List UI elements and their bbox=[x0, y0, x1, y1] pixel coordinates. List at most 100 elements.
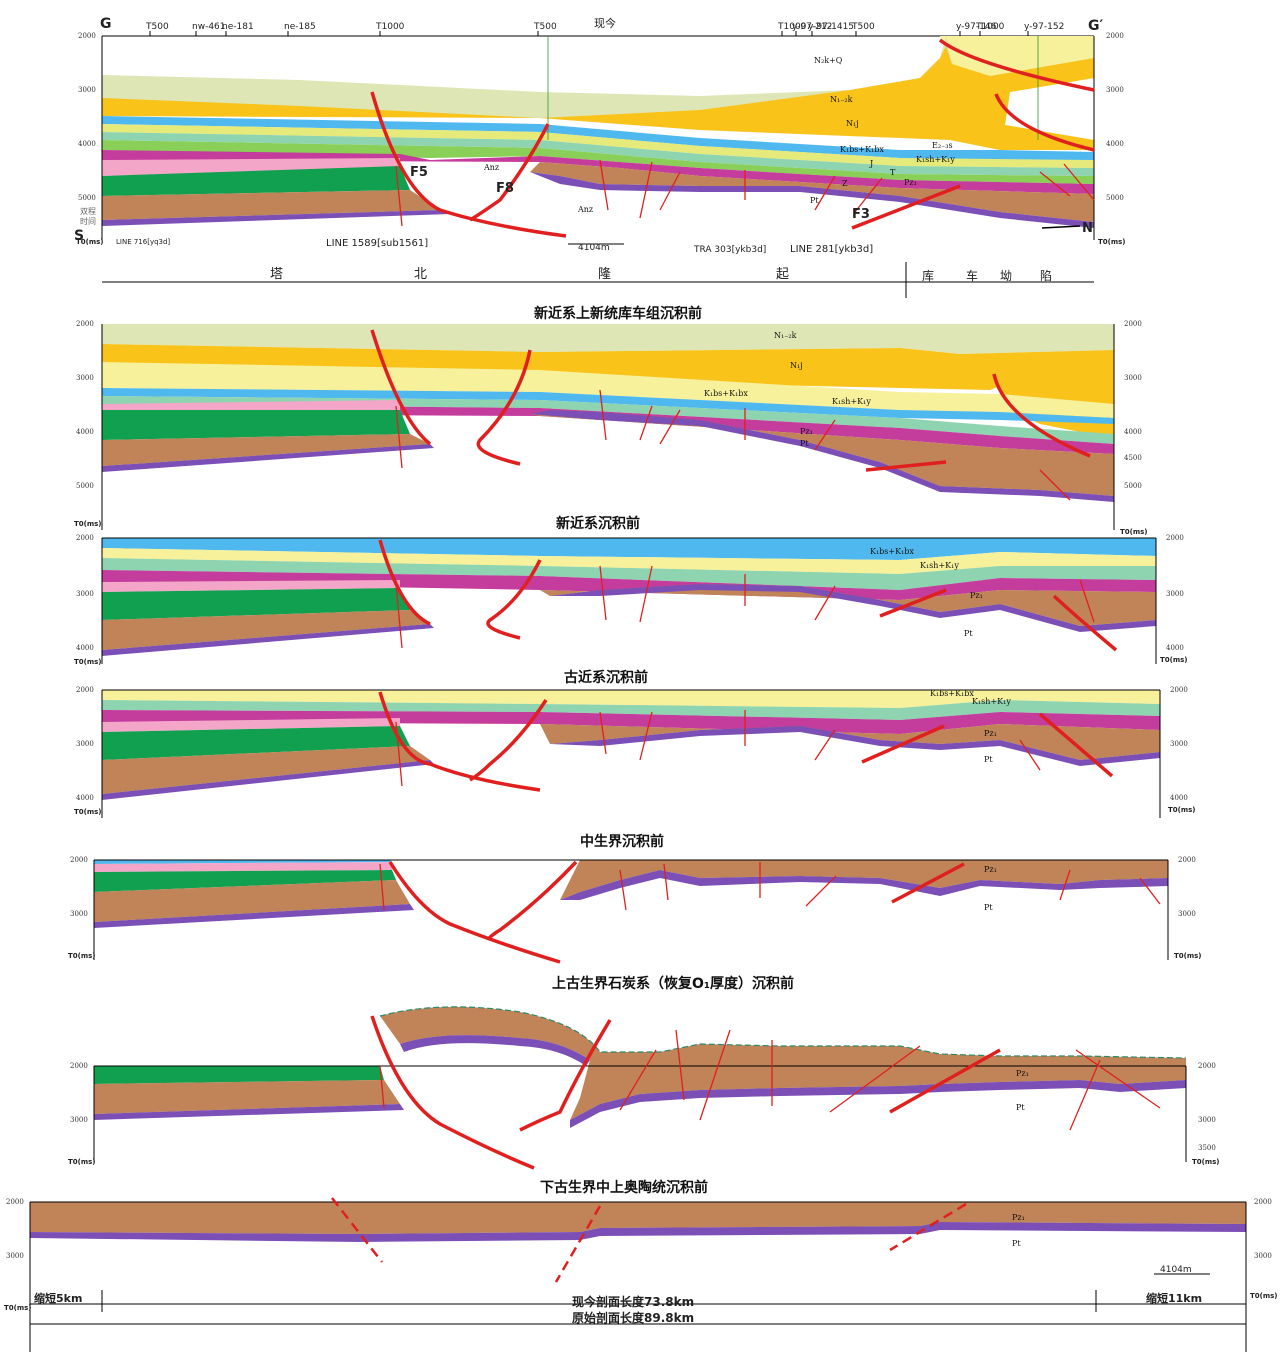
y-tick-label: 3000 bbox=[76, 590, 94, 598]
t0-right: T0(ms) bbox=[1160, 656, 1188, 664]
region-ku: 库 bbox=[922, 268, 934, 283]
strat-anz: Anz bbox=[483, 163, 499, 172]
region-ao: 坳 bbox=[1000, 269, 1012, 283]
y-tick-label: 2000 bbox=[1166, 534, 1184, 542]
strat-pz1: Pz₁ bbox=[904, 178, 917, 187]
minor-faults bbox=[395, 565, 1095, 649]
y-tick-label: 2000 bbox=[1254, 1198, 1272, 1206]
t0-left: T0(ms) bbox=[76, 238, 104, 246]
region-bei: 北 bbox=[414, 267, 427, 282]
section-title: 新近系沉积前 bbox=[556, 515, 640, 532]
y-tick-label: 3000 bbox=[70, 1116, 88, 1124]
line-tra303: TRA 303[ykb3d] bbox=[693, 245, 766, 255]
top-tick-label: T500 bbox=[851, 22, 875, 32]
layer-purple-right bbox=[550, 584, 1156, 632]
strat-k1bs: K₁bs+K₁bx bbox=[840, 145, 884, 154]
fault-f8 bbox=[486, 559, 542, 640]
top-tick-label: T500 bbox=[533, 22, 557, 32]
layer-green bbox=[102, 410, 410, 440]
layer-purple-right bbox=[550, 726, 1160, 766]
strat-z: Z bbox=[842, 179, 848, 188]
section-title: 下古生界中上奥陶统沉积前 bbox=[540, 1179, 708, 1196]
layer-t bbox=[102, 570, 1156, 600]
layer-purple bbox=[30, 1222, 1246, 1242]
layer-k1bs bbox=[102, 690, 1160, 708]
layer-e bbox=[102, 388, 1114, 424]
y-tick-label: 3000 bbox=[1124, 374, 1142, 382]
y-tick-label: 3000 bbox=[1170, 740, 1188, 748]
scale-4104: 4104m bbox=[578, 243, 610, 253]
y-tick-labels: 2000 3000 4000 5000 2000 3000 4000 5000 2000 3000… bbox=[6, 32, 1272, 1260]
fault-f3 bbox=[851, 184, 961, 230]
strat-pz1: Pz₁ bbox=[970, 591, 983, 600]
top-tick-label: T1000 bbox=[975, 22, 1005, 32]
line-281: LINE 281[ykb3d] bbox=[790, 244, 873, 255]
strat-k1bs: K₁bs+K₁bx bbox=[870, 547, 914, 556]
region-xian: 陷 bbox=[1040, 268, 1052, 283]
t0-right: T0(ms) bbox=[1250, 1292, 1278, 1300]
top-tick-label: y-97-212 bbox=[792, 22, 832, 32]
top-tick-label: y-97-152 bbox=[1024, 22, 1064, 32]
region-long: 隆 bbox=[598, 267, 611, 282]
fault-f8-dashed bbox=[554, 1205, 602, 1283]
top-tick-label: ne-181 bbox=[222, 22, 254, 32]
y-tick-label: 4000 bbox=[1106, 140, 1124, 148]
strat-pt: Pt bbox=[964, 629, 973, 638]
strat-k1sh: K₁sh+K₁y bbox=[972, 697, 1011, 706]
fault-kuche bbox=[1038, 712, 1114, 778]
fault-f8 bbox=[469, 699, 548, 782]
y-tick-label: 4000 bbox=[1170, 794, 1188, 802]
y-tick-label: 5000 bbox=[78, 194, 96, 202]
y-tick-label: 2000 bbox=[78, 32, 96, 40]
strat-n1j: N₁j bbox=[790, 361, 803, 370]
y-tick-label: 2000 bbox=[70, 1062, 88, 1070]
strat-k1bs: K₁bs+K₁bx bbox=[704, 389, 748, 398]
y-tick-label: 5000 bbox=[76, 482, 94, 490]
fault-f5 bbox=[370, 329, 432, 446]
strat-pt: Pt bbox=[984, 903, 993, 912]
label-now: 现今 bbox=[594, 16, 616, 30]
t0-right: T0(ms) bbox=[1120, 528, 1148, 536]
fault-f3 bbox=[861, 724, 945, 764]
fault-top bbox=[938, 38, 1095, 92]
y-tick-label: 3000 bbox=[76, 740, 94, 748]
fault-f5 bbox=[378, 691, 541, 792]
fault-f5 bbox=[378, 539, 431, 626]
t0-left: T0(ms) bbox=[74, 808, 102, 816]
label-f8: F8 bbox=[496, 181, 514, 196]
top-tick-label: T1000 bbox=[375, 22, 405, 32]
layer-green bbox=[102, 166, 410, 196]
short-right: 缩短11km bbox=[1146, 1291, 1202, 1305]
section-title: 新近系上新统库车组沉积前 bbox=[534, 305, 702, 322]
section-kuche-pre: 新近系上新统库车组沉积前 N₁₋₂k N₁j K₁bs+K₁bx K₁sh+K₁… bbox=[74, 305, 1148, 536]
layer-j bbox=[102, 140, 1094, 184]
strat-pt: Pt bbox=[800, 439, 809, 448]
y-tick-label: 4000 bbox=[76, 644, 94, 652]
fault-kuche bbox=[994, 93, 1095, 152]
layer-k1sh bbox=[102, 558, 1156, 590]
layer-brown-left bbox=[102, 610, 430, 650]
layer-brown bbox=[30, 1202, 1246, 1234]
strat-k1bs: K₁bs+K₁bx bbox=[930, 689, 974, 698]
section-neogene-pre: 新近系沉积前 K₁bs+K₁bx K₁sh+K₁y Pz₁ Pt T0(ms) … bbox=[74, 515, 1188, 666]
section-mesozoic-pre: 中生界沉积前 Pz₁ Pt T0(ms) T0(ms) bbox=[68, 833, 1202, 964]
strat-pz1: Pz₁ bbox=[1016, 1069, 1029, 1078]
layer-purple-left bbox=[94, 1104, 404, 1120]
strat-pt: Pt bbox=[810, 196, 819, 205]
layer-purple-right bbox=[530, 410, 1114, 502]
label-g: G bbox=[100, 16, 112, 32]
y-tick-label: 2000 bbox=[1170, 686, 1188, 694]
top-tick-label: T1000 bbox=[777, 22, 807, 32]
layer-e bbox=[102, 116, 1094, 162]
twt-label: 双程时间 bbox=[80, 207, 96, 226]
layer-purple-right bbox=[530, 172, 1094, 228]
y-tick-label: 3000 bbox=[6, 1252, 24, 1260]
layer-purple-right bbox=[570, 1080, 1186, 1128]
y-tick-label: 4000 bbox=[1124, 428, 1142, 436]
fault-f3 bbox=[889, 1048, 1001, 1114]
t0-right: T0(ms) bbox=[1192, 1158, 1220, 1166]
fault-f3 bbox=[879, 588, 947, 618]
layer-brown-right bbox=[560, 860, 1168, 900]
